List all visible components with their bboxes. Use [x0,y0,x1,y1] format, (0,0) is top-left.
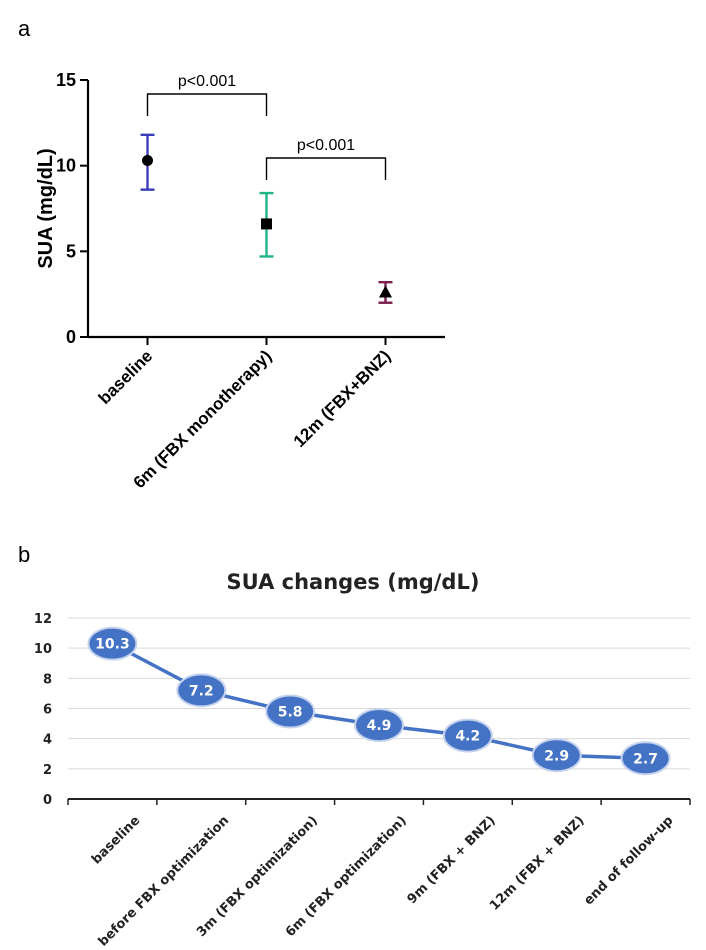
y-tick-label: 0 [66,327,76,347]
data-label: 10.3 [95,637,130,653]
y-tick-label: 5 [66,241,76,261]
x-tick-label: 12m (FBX + BNZ) [487,813,587,913]
y-tick-label: 4 [43,733,52,748]
data-label: 4.9 [367,718,392,734]
data-label: 2.9 [544,748,569,764]
y-tick-label: 2 [43,763,52,778]
x-tick-label: 9m (FBX + BNZ) [405,813,499,907]
significance-bracket [265,157,387,180]
y-tick-label: 8 [43,672,52,687]
y-tick-label: 10 [34,642,52,657]
data-point-bubble [531,738,582,773]
significance-label: p<0.001 [178,73,236,90]
data-point-circle [142,155,153,167]
data-point-bubble [620,741,671,776]
data-point-bubble [265,694,316,729]
panel-a-label: a [18,16,31,41]
x-tick-label: baseline [95,346,157,408]
data-point-bubble [176,673,227,708]
x-tick-label: baseline [89,813,143,867]
data-point-triangle [379,285,392,298]
data-point-square [261,218,272,230]
data-point-bubble [354,708,404,743]
x-tick-label: 6m (FBX monotherapy) [130,346,276,492]
data-point-bubble [442,718,493,753]
data-label: 5.8 [278,705,303,721]
data-label: 7.2 [189,683,214,699]
data-label: 2.7 [633,751,658,767]
x-tick-label: end of follow-up [581,813,676,908]
y-tick-label: 6 [43,703,52,718]
y-axis-label: SUA (mg/dL) [35,148,57,268]
y-tick-label: 12 [34,612,52,627]
data-point-bubble [87,626,138,661]
y-tick-label: 10 [56,156,76,176]
data-label: 4.2 [455,729,480,745]
panel-b-label: b [18,542,31,567]
significance-bracket [146,93,268,116]
chart-b-title: SUA changes (mg/dL) [226,570,480,594]
significance-label: p<0.001 [297,137,355,154]
y-tick-label: 0 [43,793,52,808]
x-tick-label: 12m (FBX+BNZ) [290,346,395,451]
y-tick-label: 15 [56,70,76,90]
